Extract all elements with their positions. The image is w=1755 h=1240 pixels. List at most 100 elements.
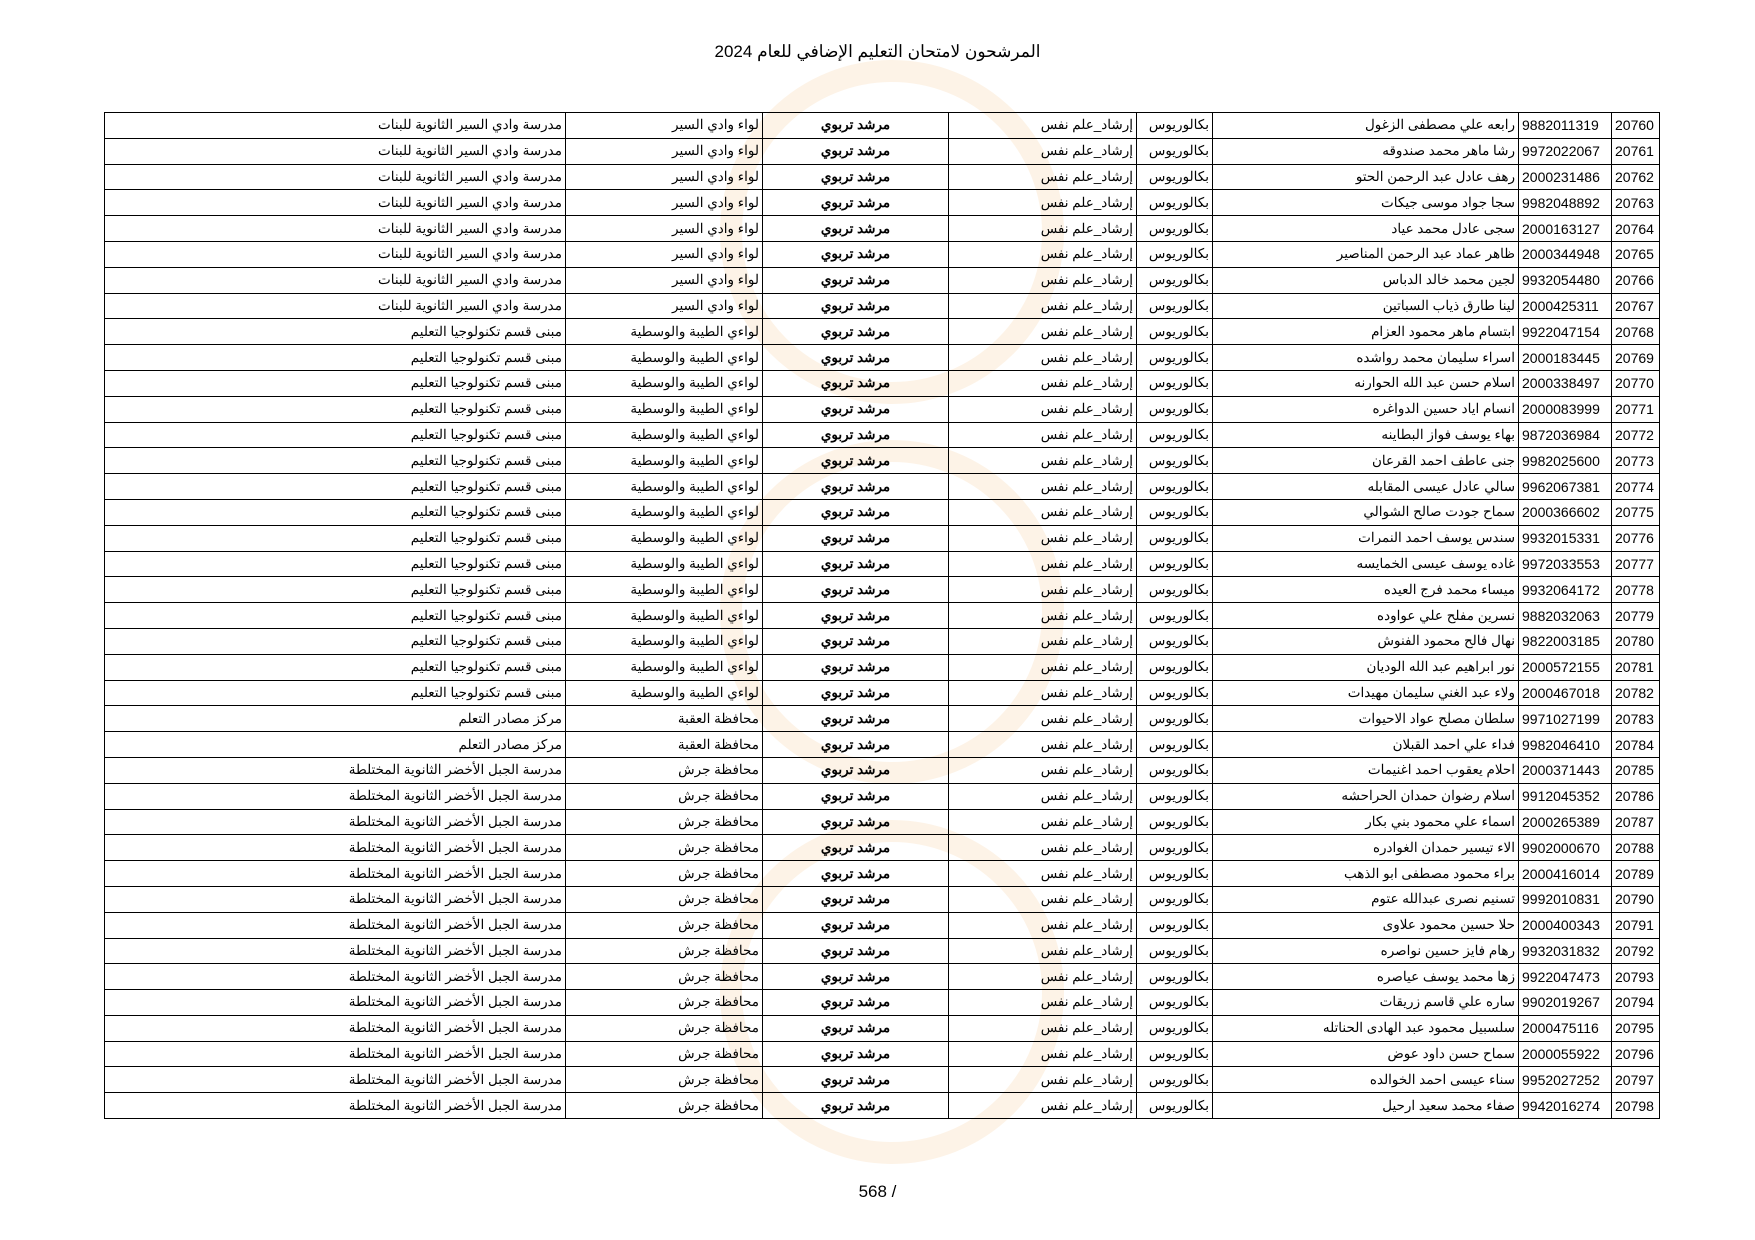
table-row: 20772 9872036984 بهاء يوسف فواز البطاينه بك…	[104, 421, 1660, 449]
specialization-cell: إرشاد_علم نفس	[948, 215, 1137, 242]
national-id-cell: 2000366602	[1518, 498, 1612, 526]
seat-number-cell: 20770	[1611, 369, 1660, 397]
role-cell: مرشد تربوي	[762, 1014, 949, 1042]
candidate-name-cell: اسلام رضوان حمدان الحراحشه	[1212, 782, 1519, 810]
exam-center-cell: مدرسة الجبل الأخضر الثانوية المختلطة	[104, 963, 566, 991]
specialization-cell: إرشاد_علم نفس	[948, 731, 1137, 758]
degree-cell: بكالوريوس	[1136, 937, 1213, 965]
specialization-cell: إرشاد_علم نفس	[948, 963, 1137, 991]
table-row: 20794 9902019267 ساره علي قاسم زريقات بكالو…	[104, 989, 1660, 1016]
role-cell: مرشد تربوي	[762, 550, 949, 578]
table-row: 20785 2000371443 احلام يعقوب احمد اغنيمات ب…	[104, 756, 1660, 784]
national-id-cell: 9982025600	[1518, 447, 1612, 475]
seat-number-cell: 20792	[1611, 937, 1660, 965]
national-id-cell: 9972022067	[1518, 137, 1612, 165]
specialization-cell: إرشاد_علم نفس	[948, 782, 1137, 810]
seat-number-cell: 20786	[1611, 782, 1660, 810]
exam-center-cell: مبنى قسم تكنولوجيا التعليم	[104, 318, 566, 346]
national-id-cell: 2000371443	[1518, 756, 1612, 784]
directorate-cell: لواء وادي السير	[565, 215, 763, 242]
degree-cell: بكالوريوس	[1136, 240, 1213, 268]
degree-cell: بكالوريوس	[1136, 756, 1213, 784]
degree-cell: بكالوريوس	[1136, 885, 1213, 913]
specialization-cell: إرشاد_علم نفس	[948, 395, 1137, 423]
national-id-cell: 9922047473	[1518, 963, 1612, 991]
specialization-cell: إرشاد_علم نفس	[948, 189, 1137, 217]
specialization-cell: إرشاد_علم نفس	[948, 163, 1137, 191]
national-id-cell: 9902019267	[1518, 989, 1612, 1016]
directorate-cell: لواءي الطيبة والوسطية	[565, 576, 763, 604]
seat-number-cell: 20767	[1611, 292, 1660, 320]
exam-center-cell: مدرسة الجبل الأخضر الثانوية المختلطة	[104, 860, 566, 887]
candidate-name-cell: سماح حسن داود عوض	[1212, 1040, 1519, 1068]
national-id-cell: 2000425311	[1518, 292, 1612, 320]
directorate-cell: محافظة جرش	[565, 1040, 763, 1068]
candidate-name-cell: رهام فايز حسين نواصره	[1212, 937, 1519, 965]
specialization-cell: إرشاد_علم نفس	[948, 1040, 1137, 1068]
exam-center-cell: مدرسة وادي السير الثانوية للبنات	[104, 112, 566, 139]
role-cell: مرشد تربوي	[762, 215, 949, 242]
role-cell: مرشد تربوي	[762, 266, 949, 294]
candidate-name-cell: نسرين مفلح علي عواوده	[1212, 602, 1519, 629]
table-row: 20778 9932064172 ميساء محمد فرج العيده بكال…	[104, 576, 1660, 604]
exam-center-cell: مركز مصادر التعلم	[104, 705, 566, 733]
seat-number-cell: 20784	[1611, 731, 1660, 758]
candidate-name-cell: اسماء علي محمود بني بكار	[1212, 808, 1519, 836]
seat-number-cell: 20797	[1611, 1066, 1660, 1094]
national-id-cell: 2000467018	[1518, 679, 1612, 707]
degree-cell: بكالوريوس	[1136, 576, 1213, 604]
national-id-cell: 9932064172	[1518, 576, 1612, 604]
directorate-cell: محافظة جرش	[565, 860, 763, 887]
degree-cell: بكالوريوس	[1136, 860, 1213, 887]
directorate-cell: لواءي الطيبة والوسطية	[565, 369, 763, 397]
seat-number-cell: 20785	[1611, 756, 1660, 784]
role-cell: مرشد تربوي	[762, 1066, 949, 1094]
candidate-name-cell: سلطان مصلح عواد الاحيوات	[1212, 705, 1519, 733]
candidate-name-cell: فداء علي احمد القبلان	[1212, 731, 1519, 758]
seat-number-cell: 20780	[1611, 627, 1660, 655]
specialization-cell: إرشاد_علم نفس	[948, 679, 1137, 707]
specialization-cell: إرشاد_علم نفس	[948, 137, 1137, 165]
role-cell: مرشد تربوي	[762, 911, 949, 939]
national-id-cell: 2000416014	[1518, 860, 1612, 887]
directorate-cell: محافظة جرش	[565, 834, 763, 862]
seat-number-cell: 20773	[1611, 447, 1660, 475]
specialization-cell: إرشاد_علم نفس	[948, 1092, 1137, 1120]
seat-number-cell: 20776	[1611, 524, 1660, 552]
degree-cell: بكالوريوس	[1136, 808, 1213, 836]
role-cell: مرشد تربوي	[762, 756, 949, 784]
table-row: 20761 9972022067 رشا ماهر محمد صندوقه بكالو…	[104, 137, 1660, 165]
national-id-cell: 9882032063	[1518, 602, 1612, 629]
exam-center-cell: مركز مصادر التعلم	[104, 731, 566, 758]
candidate-name-cell: صفاء محمد سعيد ارحيل	[1212, 1092, 1519, 1120]
table-row: 20784 9982046410 فداء علي احمد القبلان بكال…	[104, 731, 1660, 758]
exam-center-cell: مدرسة الجبل الأخضر الثانوية المختلطة	[104, 1066, 566, 1094]
specialization-cell: إرشاد_علم نفس	[948, 989, 1137, 1016]
table-row: 20762 2000231486 رهف عادل عبد الرحمن الحتو…	[104, 163, 1660, 191]
candidate-name-cell: سجا جواد موسى جيكات	[1212, 189, 1519, 217]
role-cell: مرشد تربوي	[762, 1040, 949, 1068]
degree-cell: بكالوريوس	[1136, 834, 1213, 862]
national-id-cell: 9932015331	[1518, 524, 1612, 552]
seat-number-cell: 20769	[1611, 344, 1660, 371]
degree-cell: بكالوريوس	[1136, 653, 1213, 681]
role-cell: مرشد تربوي	[762, 421, 949, 449]
table-row: 20791 2000400343 حلا حسين محمود علاوى بكالو…	[104, 911, 1660, 939]
role-cell: مرشد تربوي	[762, 937, 949, 965]
directorate-cell: لواءي الطيبة والوسطية	[565, 602, 763, 629]
national-id-cell: 9972033553	[1518, 550, 1612, 578]
table-row: 20760 9882011319 رابعه علي مصطفى الزغول بكا…	[104, 112, 1660, 139]
exam-center-cell: مبنى قسم تكنولوجيا التعليم	[104, 550, 566, 578]
seat-number-cell: 20789	[1611, 860, 1660, 887]
directorate-cell: لواء وادي السير	[565, 240, 763, 268]
exam-center-cell: مبنى قسم تكنولوجيا التعليم	[104, 344, 566, 371]
role-cell: مرشد تربوي	[762, 885, 949, 913]
table-row: 20798 9942016274 صفاء محمد سعيد ارحيل بكالو…	[104, 1092, 1660, 1120]
degree-cell: بكالوريوس	[1136, 1014, 1213, 1042]
exam-center-cell: مبنى قسم تكنولوجيا التعليم	[104, 524, 566, 552]
table-row: 20773 9982025600 جنى عاطف احمد القرعان بكال…	[104, 447, 1660, 475]
seat-number-cell: 20772	[1611, 421, 1660, 449]
degree-cell: بكالوريوس	[1136, 421, 1213, 449]
directorate-cell: محافظة جرش	[565, 1066, 763, 1094]
role-cell: مرشد تربوي	[762, 782, 949, 810]
